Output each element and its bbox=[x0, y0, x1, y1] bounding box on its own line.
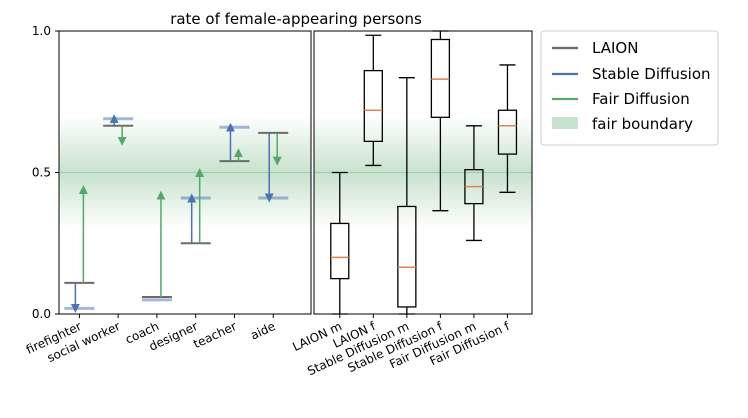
y-tick-label-1: 0.5 bbox=[32, 166, 51, 180]
legend-frame bbox=[540, 30, 719, 146]
box-body-5 bbox=[497, 109, 518, 155]
left-x-tick-label-5: aide bbox=[248, 319, 277, 343]
y-tick-label-0: 0.0 bbox=[32, 307, 51, 321]
legend-fair-diffusion-label: Fair Diffusion bbox=[592, 90, 690, 108]
legend-fair-boundary-label: fair boundary bbox=[592, 115, 693, 133]
legend-fair-boundary-swatch bbox=[552, 117, 578, 129]
fair-boundary-band-right bbox=[314, 115, 532, 230]
box-body-0 bbox=[330, 222, 350, 280]
right-panel-frame bbox=[313, 30, 533, 315]
right-panel-boxes bbox=[330, 30, 518, 315]
box-body-1 bbox=[363, 69, 383, 143]
left-x-tick-label-4: teacher bbox=[191, 319, 239, 351]
box-body-2 bbox=[397, 205, 417, 308]
left-panel-marks bbox=[64, 114, 289, 313]
y-tick-label-2: 1.0 bbox=[32, 24, 51, 38]
chart-title: rate of female-appearing persons bbox=[170, 10, 422, 28]
legend-stable-diffusion-label: Stable Diffusion bbox=[592, 65, 711, 83]
legend-laion-label: LAION bbox=[592, 39, 638, 57]
legend[interactable]: LAION Stable Diffusion Fair Diffusion fa… bbox=[540, 30, 719, 146]
fair-boundary-band-layer bbox=[59, 115, 532, 230]
axes-layer bbox=[55, 30, 508, 318]
